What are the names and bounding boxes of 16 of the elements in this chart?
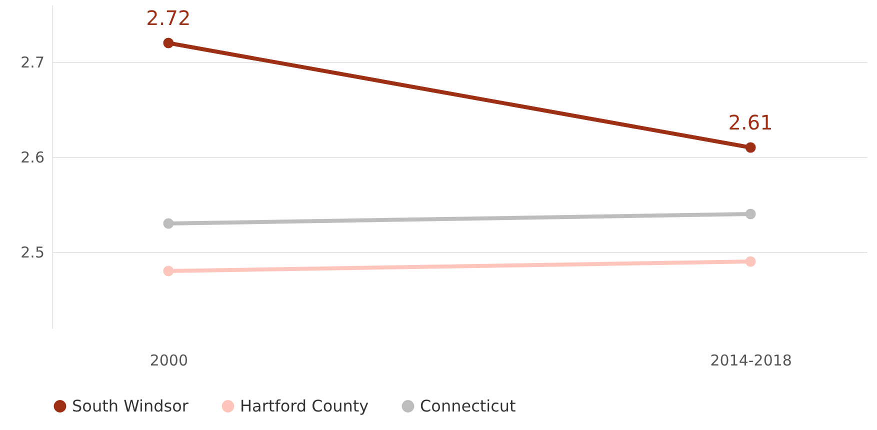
data-label: 2.61 [728,110,773,134]
point [745,142,756,153]
legend-label: Hartford County [240,396,369,416]
point [745,208,756,220]
legend-label: South Windsor [72,396,189,416]
x-tick-label: 2014-2018 [710,352,792,370]
legend-label: Connecticut [420,396,516,416]
point [163,38,174,48]
point [163,266,174,276]
point [745,256,756,267]
y-tick-label: 2.5 [20,244,44,262]
data-label: 2.72 [146,6,191,30]
y-tick-label: 2.6 [20,148,44,166]
x-tick-label: 2000 [150,352,188,370]
point [163,218,174,229]
y-tick-label: 2.7 [20,54,44,72]
